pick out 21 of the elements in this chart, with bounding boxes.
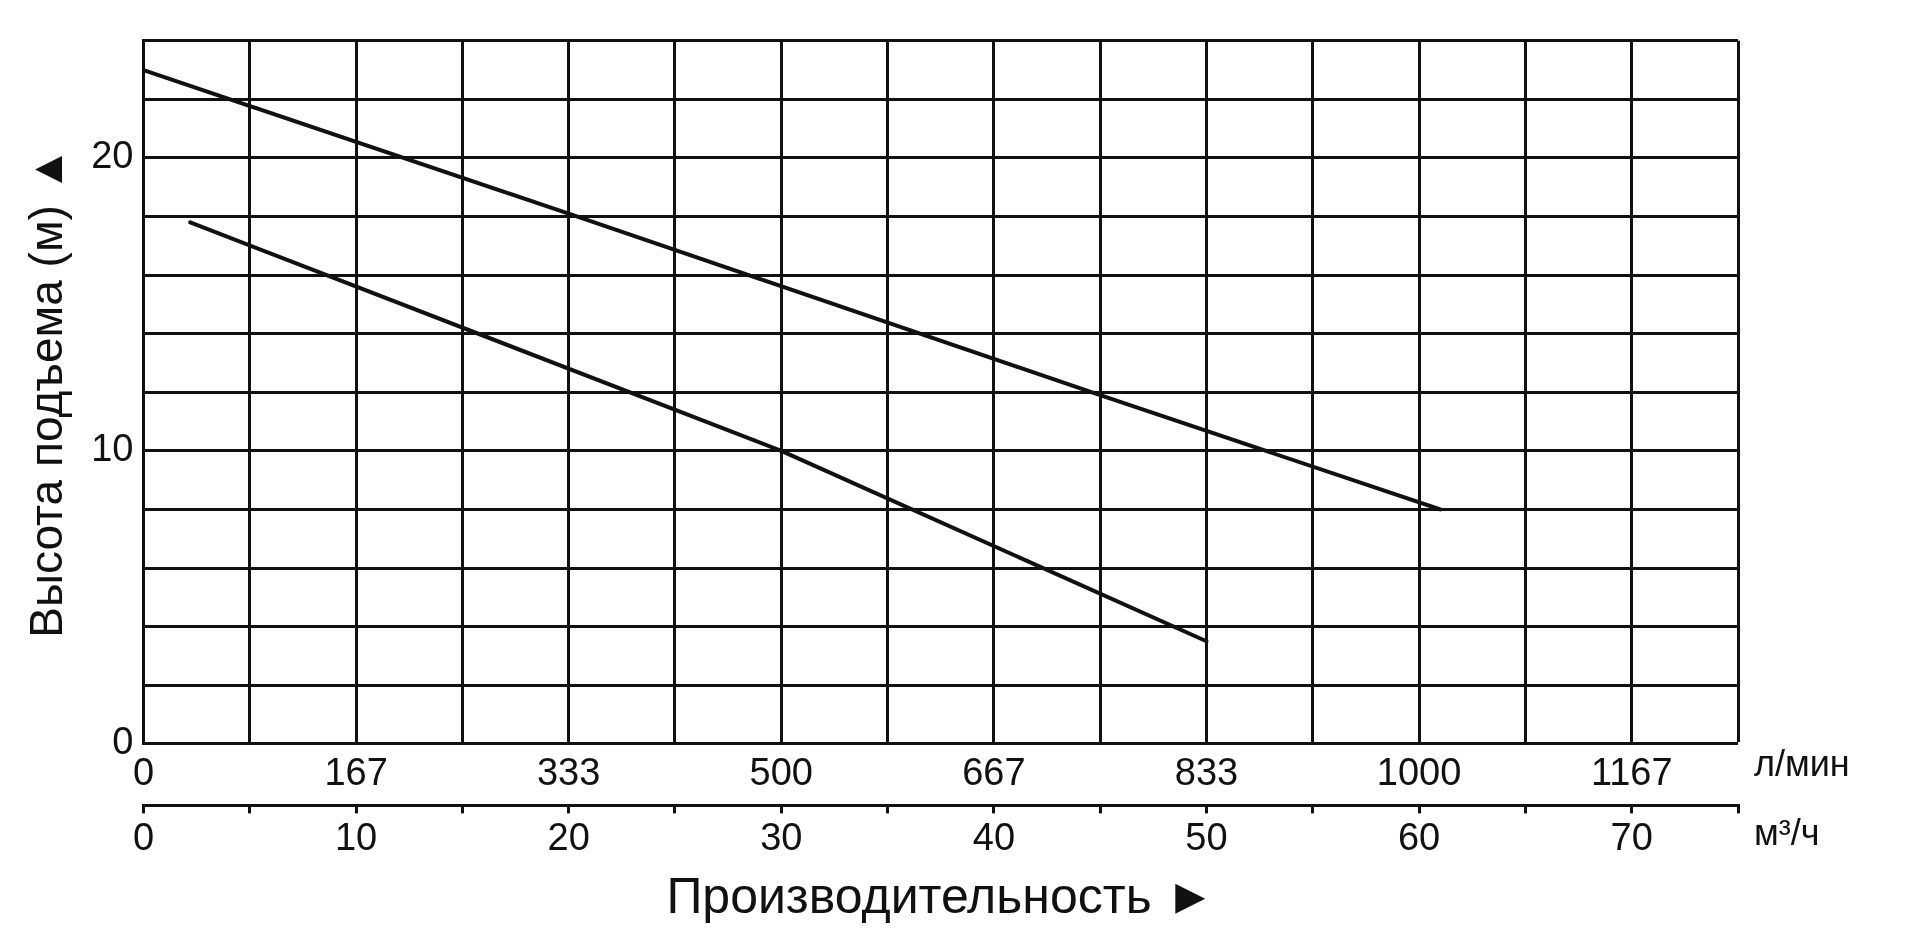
x-axis-title: Производительность ► (666, 867, 1216, 924)
x-tick-label: 70 (1610, 815, 1653, 858)
x-tick-label: 30 (760, 815, 803, 858)
x2-tick-label: 167 (324, 751, 388, 794)
x-tick-label: 50 (1185, 815, 1228, 858)
x-tick-label: 60 (1397, 815, 1441, 858)
x2-tick-label: 833 (1174, 751, 1239, 794)
y-tick-label: 20 (91, 134, 134, 177)
x-tick-label: 20 (547, 815, 590, 858)
x2-tick-label: 667 (962, 751, 1026, 794)
x2-axis-title: л/мин (1754, 742, 1850, 784)
y-tick-label: 10 (91, 427, 134, 470)
x2-tick-label: 1167 (1590, 751, 1673, 794)
x-tick-label: 10 (334, 815, 378, 858)
x-tick-label: 40 (972, 815, 1016, 858)
y-tick-label: 0 (112, 720, 134, 763)
x2-tick-label: 333 (536, 751, 601, 794)
x2-tick-label: 1000 (1376, 751, 1462, 794)
x2-tick-label: 500 (749, 751, 813, 794)
text: м³/ч (1754, 812, 1820, 854)
y-axis-title: Высота подъема (м) ▲ (20, 146, 73, 638)
